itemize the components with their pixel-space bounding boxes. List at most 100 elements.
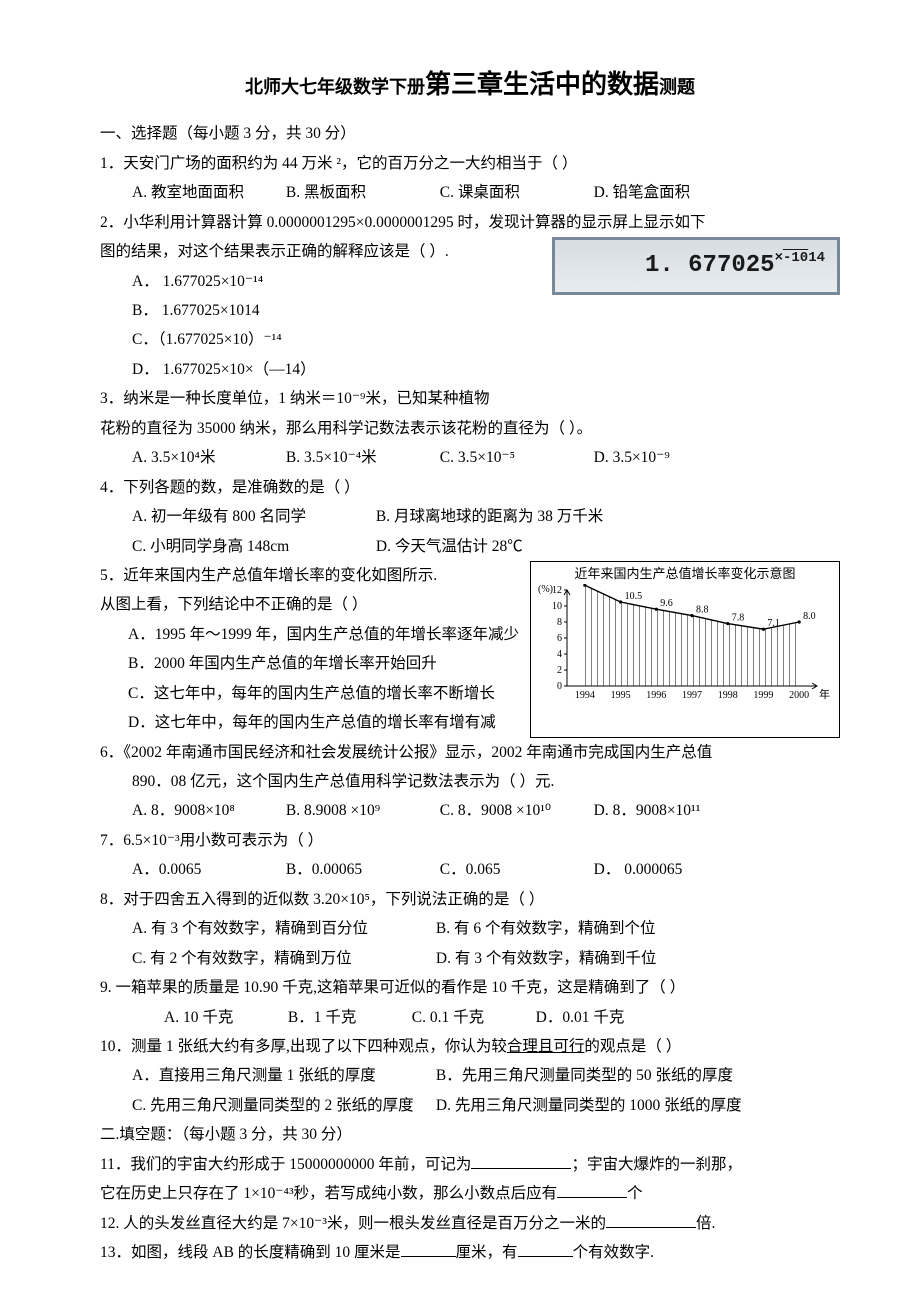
q10-stem: 10．测量 1 张纸大约有多厚,出现了以下四种观点，你认为较合理且可行的观点是（… xyxy=(100,1032,840,1061)
blank-11-1 xyxy=(471,1152,571,1169)
q10-opt-d: D. 先用三角尺测量同类型的 1000 张纸的厚度 xyxy=(436,1091,742,1120)
q1-opt-c: C. 课桌面积 xyxy=(440,178,590,207)
blank-12 xyxy=(606,1211,696,1228)
svg-text:7.8: 7.8 xyxy=(732,612,745,623)
svg-text:1995: 1995 xyxy=(611,690,631,701)
q4-opt-c: C. 小明同学身高 148cm xyxy=(132,532,372,561)
q6-stem-line2: 890．08 亿元，这个国内生产总值用科学记数法表示为（ ）元. xyxy=(100,767,840,796)
q10-stem-pre: 10．测量 1 张纸大约有多厚,出现了以下四种观点，你认为较 xyxy=(100,1038,507,1055)
q7-opt-d: D． 0.000065 xyxy=(594,855,744,884)
q5-stem-line1: 5．近年来国内生产总值年增长率的变化如图所示. xyxy=(100,561,520,590)
section-1-heading: 一、选择题（每小题 3 分，共 30 分） xyxy=(100,119,840,148)
q8-options-row1: A. 有 3 个有效数字，精确到百分位 B. 有 6 个有效数字，精确到个位 xyxy=(100,914,840,943)
q1-opt-b: B. 黑板面积 xyxy=(286,178,436,207)
q11-p2b: 个 xyxy=(627,1185,643,1202)
svg-text:0: 0 xyxy=(557,681,562,692)
q13-b: 厘米，有 xyxy=(456,1244,518,1261)
svg-text:12.6: 12.6 xyxy=(589,584,607,585)
q11-p1b: ；宇宙大爆炸的一刹那， xyxy=(571,1156,742,1173)
q4-options-row1: A. 初一年级有 800 名同学 B. 月球离地球的距离为 38 万千米 xyxy=(100,502,840,531)
q4-stem: 4．下列各题的数，是准确数的是（ ） xyxy=(100,473,840,502)
q10-opt-a: A．直接用三角尺测量 1 张纸的厚度 xyxy=(132,1061,432,1090)
section-2-heading: 二.填空题：（每小题 3 分，共 30 分） xyxy=(100,1120,840,1149)
q4-opt-a: A. 初一年级有 800 名同学 xyxy=(132,502,372,531)
svg-text:2000: 2000 xyxy=(789,690,809,701)
q9-options: A. 10 千克 B．1 千克 C. 0.1 千克 D．0.01 千克 xyxy=(100,1003,840,1032)
q5-opt-c: C．这七年中，每年的国内生产总值的增长率不断增长 xyxy=(100,679,520,708)
svg-text:(%): (%) xyxy=(538,584,553,595)
q3-stem-line1: 3．纳米是一种长度单位，1 纳米＝10⁻⁹米，已知某种植物 xyxy=(100,384,546,413)
q10-opt-c: C. 先用三角尺测量同类型的 2 张纸的厚度 xyxy=(132,1091,432,1120)
calculator-display: 1. 677025×-10 14 xyxy=(552,237,840,295)
q13-c: 个有效数字. xyxy=(573,1244,654,1261)
svg-text:1997: 1997 xyxy=(682,690,702,701)
q8-opt-a: A. 有 3 个有效数字，精确到百分位 xyxy=(132,914,432,943)
chart-svg: 024681012(%)12.610.59.68.87.87.18.019941… xyxy=(537,584,833,704)
q8-opt-d: D. 有 3 个有效数字，精确到千位 xyxy=(436,944,676,973)
q8-opt-c: C. 有 2 个有效数字，精确到万位 xyxy=(132,944,432,973)
svg-text:7.1: 7.1 xyxy=(767,618,780,629)
q12-b: 倍. xyxy=(696,1215,715,1232)
q9-opt-c: C. 0.1 千克 xyxy=(412,1003,532,1032)
q7-opt-b: B．0.00065 xyxy=(286,855,436,884)
q3-options: A. 3.5×10⁴米 B. 3.5×10⁻⁴米 C. 3.5×10⁻⁵ D. … xyxy=(100,443,840,472)
q2-stem-line1: 2．小华利用计算器计算 0.0000001295×0.0000001295 时，… xyxy=(100,208,840,237)
svg-text:1996: 1996 xyxy=(646,690,666,701)
q6-opt-d: D. 8．9008×10¹¹ xyxy=(594,796,744,825)
q2-opt-c: C．（1.677025×10）⁻¹⁴ xyxy=(132,325,372,354)
q10-options-row2: C. 先用三角尺测量同类型的 2 张纸的厚度 D. 先用三角尺测量同类型的 10… xyxy=(100,1091,840,1120)
svg-text:9.6: 9.6 xyxy=(660,598,673,609)
q3-opt-c: C. 3.5×10⁻⁵ xyxy=(440,443,590,472)
q1-stem: 1．天安门广场的面积约为 44 万米 ²，它的百万分之一大约相当于（ ） xyxy=(100,149,840,178)
svg-text:12: 12 xyxy=(552,585,562,596)
q9-stem: 9. 一箱苹果的质量是 10.90 千克,这箱苹果可近似的看作是 10 千克，这… xyxy=(100,973,840,1002)
q10-opt-b: B．先用三角尺测量同类型的 50 张纸的厚度 xyxy=(436,1061,733,1090)
q5-stem-line2: 从图上看，下列结论中不正确的是（ ） xyxy=(100,590,520,619)
svg-text:8.8: 8.8 xyxy=(696,604,709,615)
q4-opt-b: B. 月球离地球的距离为 38 万千米 xyxy=(376,502,616,531)
q3-opt-b: B. 3.5×10⁻⁴米 xyxy=(286,443,436,472)
q6-opt-a: A. 8．9008×10⁸ xyxy=(132,796,282,825)
q12-a: 12. 人的头发丝直径大约是 7×10⁻³米，则一根头发丝直径是百万分之一米的 xyxy=(100,1215,606,1232)
q1-options: A. 教室地面面积 B. 黑板面积 C. 课桌面积 D. 铅笔盒面积 xyxy=(100,178,840,207)
chart-title: 近年来国内生产总值增长率变化示意图 xyxy=(537,566,833,582)
svg-text:10.5: 10.5 xyxy=(625,591,643,602)
q7-opt-c: C．0.065 xyxy=(440,855,590,884)
q6-stem-line1: 6．《2002 年南通市国民经济和社会发展统计公报》显示，2002 年南通市完成… xyxy=(100,738,840,767)
q12-line: 12. 人的头发丝直径大约是 7×10⁻³米，则一根头发丝直径是百万分之一米的 倍… xyxy=(100,1209,840,1238)
q10-stem-post: 的观点是（ ） xyxy=(584,1038,681,1055)
q4-options-row2: C. 小明同学身高 148cm D. 今天气温估计 28℃ xyxy=(100,532,840,561)
title-suffix: 测题 xyxy=(659,77,695,97)
q7-opt-a: A．0.0065 xyxy=(132,855,282,884)
svg-text:8.0: 8.0 xyxy=(803,611,816,622)
q3-opt-a: A. 3.5×10⁴米 xyxy=(132,443,282,472)
q5-opt-a: A．1995 年～1999 年，国内生产总值的年增长率逐年减少 xyxy=(100,620,520,649)
q2-opt-d: D． 1.677025×10×（—14） xyxy=(132,355,372,384)
svg-text:6: 6 xyxy=(557,633,562,644)
svg-text:10: 10 xyxy=(552,601,562,612)
q9-opt-a: A. 10 千克 xyxy=(164,1003,284,1032)
q7-stem: 7．6.5×10⁻³用小数可表示为（ ） xyxy=(100,826,840,855)
q11-p2a: 它在历史上只存在了 1×10⁻⁴³秒，若写成纯小数，那么小数点后应有 xyxy=(100,1185,557,1202)
svg-text:1994: 1994 xyxy=(575,690,595,701)
svg-text:年: 年 xyxy=(819,687,830,701)
page-title: 北师大七年级数学下册第三章生活中的数据测题 xyxy=(100,60,840,109)
q11-line2: 它在历史上只存在了 1×10⁻⁴³秒，若写成纯小数，那么小数点后应有 个 xyxy=(100,1179,840,1208)
q8-options-row2: C. 有 2 个有效数字，精确到万位 D. 有 3 个有效数字，精确到千位 xyxy=(100,944,840,973)
q1-opt-d: D. 铅笔盒面积 xyxy=(594,178,744,207)
svg-text:1999: 1999 xyxy=(753,690,773,701)
q2-opt-a: A． 1.677025×10⁻¹⁴ xyxy=(132,267,372,296)
calc-exp: 14 xyxy=(808,245,825,272)
q8-stem: 8．对于四舍五入得到的近似数 3.20×10⁵，下列说法正确的是（ ） xyxy=(100,885,840,914)
q4-opt-d: D. 今天气温估计 28℃ xyxy=(376,532,616,561)
q13-line: 13．如图，线段 AB 的长度精确到 10 厘米是厘米，有个有效数字. xyxy=(100,1238,840,1267)
q10-options-row1: A．直接用三角尺测量 1 张纸的厚度 B．先用三角尺测量同类型的 50 张纸的厚… xyxy=(100,1061,840,1090)
q3-opt-d: D. 3.5×10⁻⁹ xyxy=(594,443,744,472)
q10-stem-underline: 合理且可行 xyxy=(507,1038,585,1055)
calc-x: × xyxy=(775,245,783,272)
title-main: 第三章生活中的数据 xyxy=(425,69,659,99)
q6-options: A. 8．9008×10⁸ B. 8.9008 ×10⁹ C. 8．9008 ×… xyxy=(100,796,840,825)
q8-opt-b: B. 有 6 个有效数字，精确到个位 xyxy=(436,914,676,943)
svg-text:1998: 1998 xyxy=(718,690,738,701)
q7-options: A．0.0065 B．0.00065 C．0.065 D． 0.000065 xyxy=(100,855,840,884)
